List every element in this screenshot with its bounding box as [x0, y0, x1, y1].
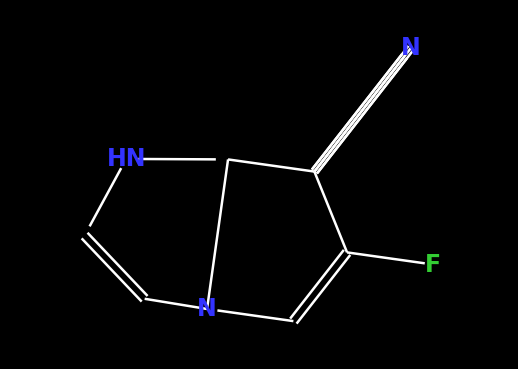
Text: F: F — [425, 252, 441, 276]
Text: N: N — [401, 36, 421, 60]
Text: N: N — [197, 297, 217, 321]
Text: HN: HN — [106, 147, 146, 171]
